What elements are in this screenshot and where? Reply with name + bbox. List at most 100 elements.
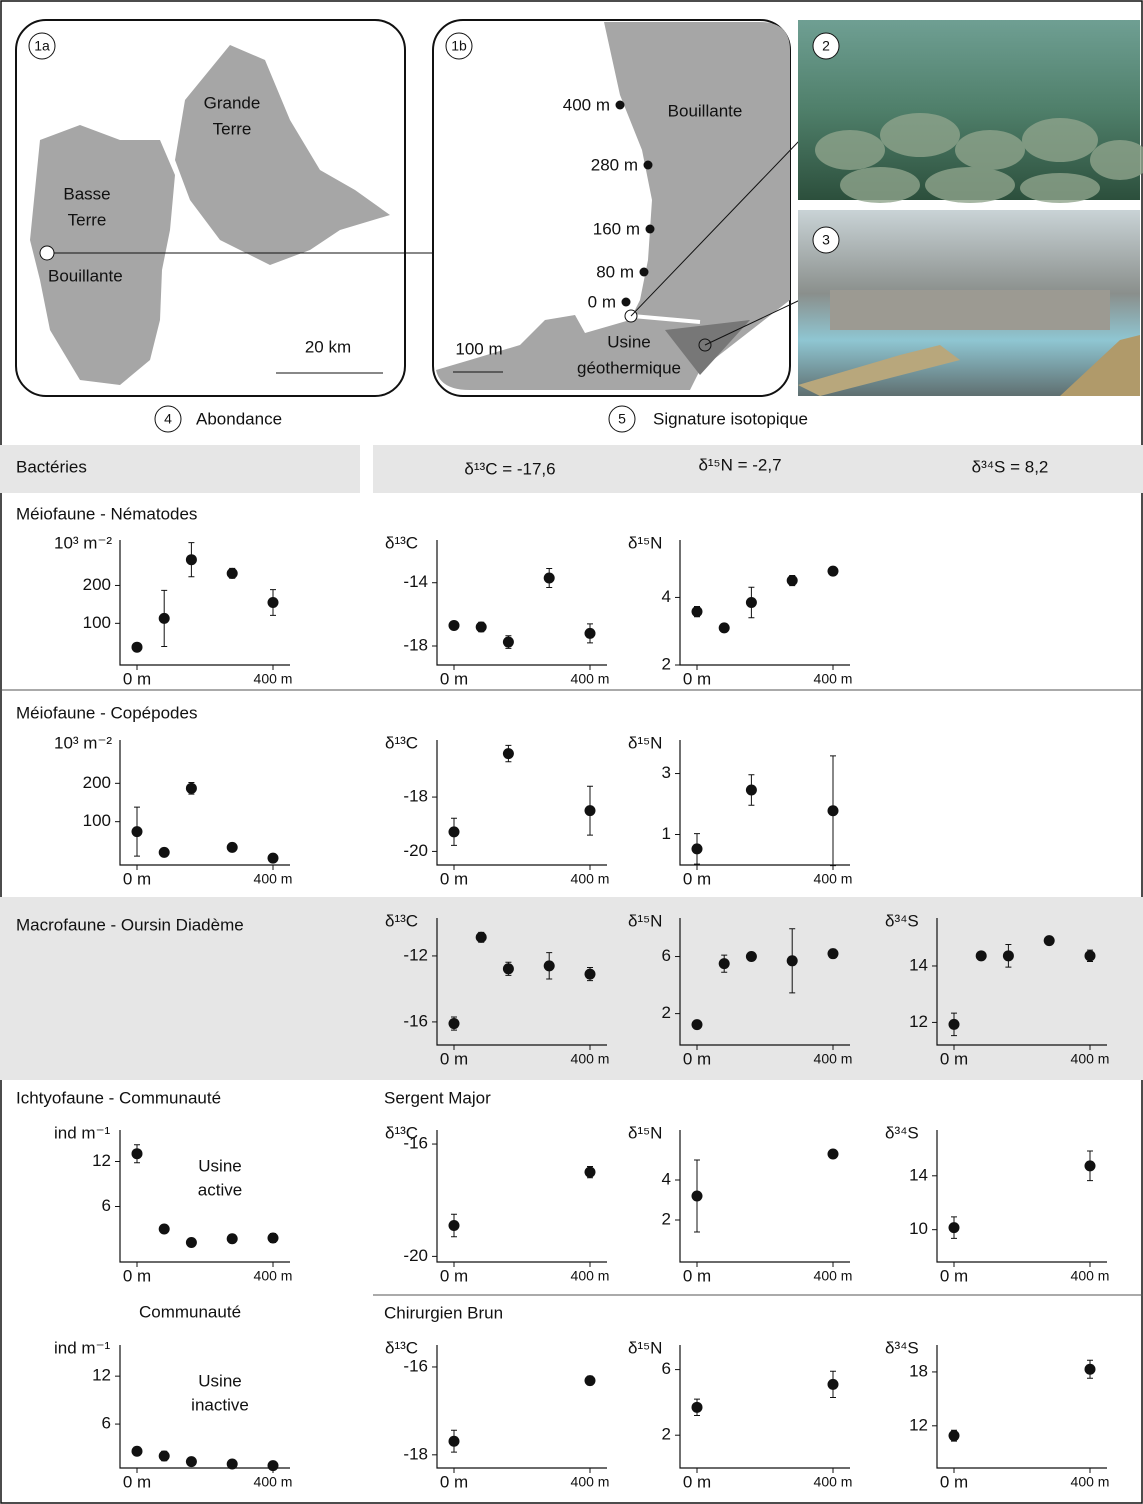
y-tick-label: 14 — [909, 955, 928, 974]
figure: 1a Grande Terre Basse Terre Bouillante 2… — [0, 0, 1143, 1504]
y-tick-label: 2 — [662, 1209, 671, 1228]
x-tick-label: 0 m — [440, 1049, 468, 1068]
y-tick-label: 2 — [662, 654, 671, 673]
x-tick-label: 400 m — [814, 1474, 853, 1490]
point — [746, 597, 757, 608]
badge-label: 1b — [451, 38, 467, 54]
y-tick-label: 12 — [92, 1366, 111, 1385]
station-label: 160 m — [593, 219, 640, 238]
axes — [937, 1345, 1107, 1468]
y-axis-label: δ¹⁵N — [628, 911, 662, 930]
y-tick-label: -18 — [403, 787, 428, 806]
x-tick-label: 400 m — [254, 871, 293, 887]
x-tick-label: 0 m — [683, 669, 711, 688]
y-axis-label: δ³⁴S — [885, 1123, 919, 1142]
point — [227, 842, 238, 853]
x-tick-label: 0 m — [123, 1472, 151, 1491]
y-tick-label: 100 — [83, 811, 111, 830]
annotation: Usine — [198, 1156, 241, 1175]
point — [268, 1233, 279, 1244]
point — [1003, 950, 1014, 961]
point — [503, 963, 514, 974]
station — [640, 268, 649, 277]
y-tick-label: -18 — [403, 1444, 428, 1463]
badge-label: 3 — [822, 232, 830, 248]
axes — [120, 540, 290, 665]
station-label: 400 m — [563, 95, 610, 114]
y-tick-label: 18 — [909, 1361, 928, 1380]
y-tick-label: 12 — [92, 1151, 111, 1170]
y-tick-label: 2 — [662, 1425, 671, 1444]
x-tick-label: 400 m — [814, 1051, 853, 1067]
point — [159, 1451, 170, 1462]
y-tick-label: -20 — [403, 1246, 428, 1265]
station-label: 80 m — [596, 262, 634, 281]
bacteria-value: δ¹³C = -17,6 — [464, 459, 555, 478]
point — [585, 1375, 596, 1386]
point — [1044, 935, 1055, 946]
point — [268, 597, 279, 608]
point — [476, 932, 487, 943]
point — [585, 628, 596, 639]
y-tick-label: -16 — [403, 1011, 428, 1030]
site-marker — [40, 246, 54, 260]
y-tick-label: -20 — [403, 841, 428, 860]
point — [544, 572, 555, 583]
x-tick-label: 0 m — [683, 1266, 711, 1285]
point — [1085, 950, 1096, 961]
x-tick-label: 400 m — [571, 671, 610, 687]
badge-label: 2 — [822, 38, 830, 54]
row-label: Méiofaune - Copépodes — [16, 703, 197, 722]
annotation: Usine — [198, 1371, 241, 1390]
x-tick-label: 400 m — [814, 671, 853, 687]
point — [159, 847, 170, 858]
x-tick-label: 400 m — [571, 1051, 610, 1067]
point — [585, 969, 596, 980]
axes — [680, 1130, 850, 1262]
axes — [437, 1130, 607, 1262]
y-tick-label: 3 — [662, 763, 671, 782]
scale-label: 20 km — [305, 337, 351, 356]
station-label: 280 m — [591, 155, 638, 174]
point — [503, 637, 514, 648]
y-axis-label: δ¹³C — [385, 1338, 418, 1357]
x-tick-label: 400 m — [1071, 1268, 1110, 1284]
axes — [680, 740, 850, 865]
station — [646, 225, 655, 234]
point — [746, 951, 757, 962]
station-label: 0 m — [588, 292, 616, 311]
y-tick-label: 4 — [662, 587, 671, 606]
y-axis-label: δ¹⁵N — [628, 1123, 662, 1142]
point — [449, 1220, 460, 1231]
point — [719, 622, 730, 633]
y-tick-label: -12 — [403, 945, 428, 964]
row-label: Méiofaune - Nématodes — [16, 504, 197, 523]
place-label: Bouillante — [668, 101, 743, 120]
x-tick-label: 400 m — [571, 1268, 610, 1284]
point — [476, 622, 487, 633]
point — [503, 748, 514, 759]
point — [1085, 1364, 1096, 1375]
point — [449, 1018, 460, 1029]
x-tick-label: 0 m — [123, 1266, 151, 1285]
y-axis-label: 10³ m⁻² — [54, 533, 112, 552]
point — [227, 568, 238, 579]
point — [132, 1148, 143, 1159]
axes — [937, 1130, 1107, 1262]
badge-label: 4 — [164, 411, 172, 427]
annotation: inactive — [191, 1395, 249, 1414]
y-axis-label: ind m⁻¹ — [54, 1338, 111, 1357]
point — [692, 843, 703, 854]
point — [132, 826, 143, 837]
point — [976, 950, 987, 961]
x-tick-label: 400 m — [571, 1474, 610, 1490]
x-tick-label: 0 m — [683, 869, 711, 888]
point — [186, 783, 197, 794]
place-label: géothermique — [577, 358, 681, 377]
place-label: Terre — [68, 210, 107, 229]
x-tick-label: 400 m — [814, 1268, 853, 1284]
axes — [437, 740, 607, 865]
row-label: Bactéries — [16, 457, 87, 476]
y-tick-label: -18 — [403, 635, 428, 654]
point — [186, 554, 197, 565]
